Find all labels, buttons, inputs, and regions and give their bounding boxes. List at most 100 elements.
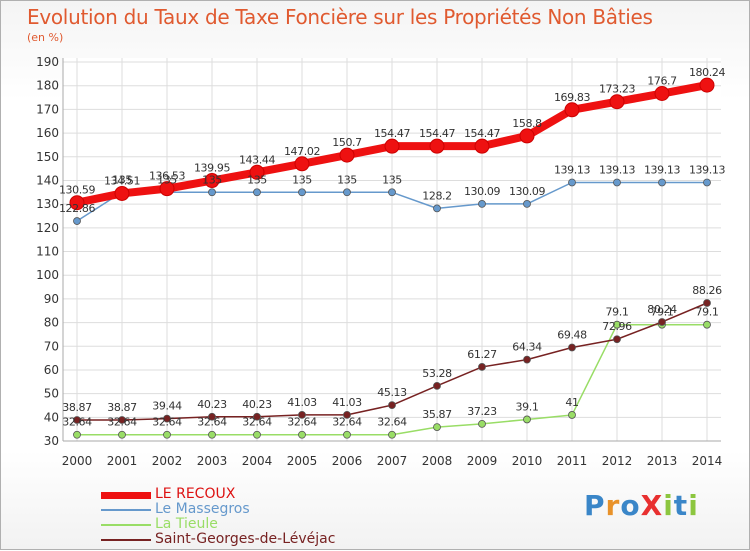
x-tick-label: 2005 [287, 454, 318, 468]
data-point [429, 138, 445, 154]
y-tick-label: 90 [44, 292, 59, 306]
data-point [298, 430, 306, 439]
data-label: 32.64 [152, 416, 182, 429]
data-label: 135 [202, 173, 222, 186]
chart-title: Evolution du Taux de Taxe Foncière sur l… [27, 5, 653, 29]
data-label: 135 [382, 173, 402, 186]
data-label: 32.64 [377, 416, 407, 429]
data-point [433, 381, 441, 390]
data-label: 37.23 [467, 405, 497, 418]
data-label: 38.87 [62, 401, 92, 414]
x-tick-label: 2009 [467, 454, 498, 468]
data-label: 169.83 [554, 91, 590, 104]
logo-letter: X [640, 489, 664, 522]
data-label: 39.44 [152, 400, 182, 413]
y-tick-label: 170 [36, 102, 59, 116]
data-point [253, 188, 261, 197]
legend-item: La Tieule [101, 517, 401, 532]
data-label: 135 [157, 173, 177, 186]
y-tick-label: 140 [36, 173, 59, 187]
data-label: 61.27 [467, 348, 497, 361]
data-point [249, 164, 265, 180]
data-point [298, 188, 306, 197]
data-point [294, 156, 310, 172]
data-label: 32.64 [332, 416, 362, 429]
data-label: 128.2 [422, 189, 452, 202]
data-label: 40.23 [242, 398, 272, 411]
x-tick-label: 2014 [692, 454, 723, 468]
x-tick-label: 2002 [152, 454, 183, 468]
x-tick-label: 2006 [332, 454, 363, 468]
data-label: 79.1 [651, 306, 674, 319]
x-tick-label: 2011 [557, 454, 588, 468]
legend: LE RECOUX Le Massegros La Tieule Saint-Geor… [101, 487, 401, 547]
data-point [69, 195, 85, 211]
data-label: 64.34 [512, 341, 542, 354]
data-label: 32.64 [242, 416, 272, 429]
data-point [654, 86, 670, 102]
data-label: 134.51 [104, 174, 140, 187]
data-label: 150.7 [332, 136, 362, 149]
data-label: 135 [337, 173, 357, 186]
y-tick-label: 110 [36, 245, 59, 259]
x-tick-label: 2004 [242, 454, 273, 468]
data-point [73, 416, 81, 424]
proxiti-logo: ProXiti [584, 489, 699, 522]
data-point [658, 178, 666, 187]
data-point [609, 94, 625, 110]
data-point [658, 318, 666, 326]
data-point [478, 419, 486, 428]
data-point [523, 200, 531, 208]
data-point [114, 185, 130, 201]
x-tick-label: 2008 [422, 454, 453, 468]
data-point [208, 188, 216, 197]
data-point [163, 430, 171, 439]
y-tick-label: 70 [44, 339, 59, 353]
y-tick-label: 60 [44, 363, 59, 377]
chart-unit: (en %) [27, 31, 64, 44]
y-tick-label: 50 [44, 387, 59, 401]
data-point [163, 414, 171, 423]
x-tick-label: 2003 [197, 454, 228, 468]
data-point [613, 320, 621, 329]
data-label: 139.13 [644, 163, 680, 176]
data-label: 72.96 [602, 320, 632, 333]
y-tick-label: 40 [44, 410, 59, 424]
data-point [388, 430, 396, 439]
data-point [388, 401, 396, 410]
data-label: 41.03 [332, 396, 362, 409]
data-point [388, 188, 396, 197]
logo-letter: r [605, 489, 621, 522]
data-point [703, 299, 711, 307]
data-label: 39.1 [516, 400, 539, 413]
data-label: 147.02 [284, 145, 320, 158]
data-point [478, 200, 486, 208]
legend-swatch [101, 539, 151, 541]
data-label: 135 [292, 173, 312, 186]
data-label: 135 [112, 173, 132, 186]
data-point [384, 138, 400, 154]
data-label: 180.24 [689, 66, 725, 79]
data-label: 122.86 [59, 202, 95, 215]
data-point [208, 430, 216, 439]
data-label: 143.44 [239, 153, 275, 166]
data-label: 139.95 [194, 162, 230, 175]
x-tick-label: 2000 [62, 454, 93, 468]
data-label: 41.03 [287, 396, 317, 409]
y-tick-label: 190 [36, 55, 59, 69]
data-label: 158.8 [512, 117, 542, 130]
data-label: 32.64 [197, 416, 227, 429]
data-label: 130.09 [509, 185, 545, 198]
data-point [433, 204, 441, 213]
y-tick-label: 80 [44, 316, 59, 330]
data-label: 79.1 [606, 306, 629, 319]
legend-label: La Tieule [155, 516, 218, 532]
y-tick-label: 160 [36, 126, 59, 140]
data-label: 154.47 [464, 127, 500, 140]
data-point [253, 412, 261, 421]
legend-swatch [101, 524, 151, 526]
data-point [474, 138, 490, 154]
legend-label: Le Massegros [155, 501, 250, 517]
